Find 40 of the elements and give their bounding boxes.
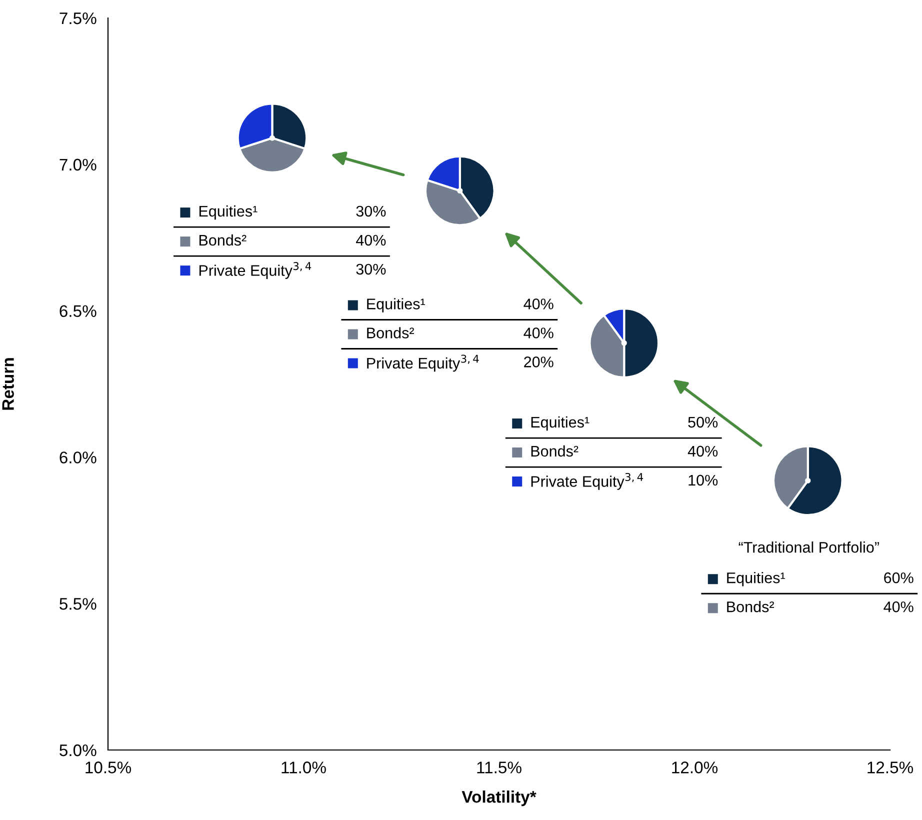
data-label: 30% (356, 206, 386, 217)
x-tick-label: 12.5% (868, 762, 914, 774)
legend-label: Bonds² (531, 445, 578, 457)
legend-label: Bonds² (367, 327, 414, 338)
data-label: 30% (356, 264, 386, 275)
legend-label: Bonds² (727, 601, 774, 612)
point (457, 188, 463, 194)
y-tick-label: 6.5% (60, 305, 96, 318)
y-tick-label: 7.5% (60, 12, 96, 24)
y-axis-title: Return (2, 358, 14, 410)
legend-label: Private Equity$^{3,4}$ (199, 262, 312, 279)
legend-label: Private Equity$^{3,4}$ (367, 354, 479, 372)
x-tick-label: 11.0% (282, 762, 326, 774)
data-label: 60% (884, 572, 914, 584)
y-tick-label: 7.0% (60, 158, 96, 171)
data-label: 40% (524, 328, 554, 338)
legend-label: Equities¹ (531, 416, 590, 431)
y-tick-label: 5.5% (60, 598, 96, 610)
data-label: 40% (356, 234, 386, 246)
x-tick-label: 11.5% (477, 762, 522, 774)
y-tick-label: 6.0% (60, 452, 96, 464)
legend-label: Equities¹ (727, 572, 785, 586)
data-label: 50% (688, 416, 718, 428)
legend-label: Equities¹ (367, 298, 426, 312)
data-label: 40% (688, 446, 718, 457)
text: “Traditional Portfolio” (738, 542, 879, 553)
point (621, 340, 627, 346)
legend-label: Private Equity$^{3,4}$ (531, 472, 644, 490)
data-label: 20% (524, 356, 554, 368)
point (805, 478, 811, 484)
data-label: 10% (688, 474, 718, 486)
x-axis-title: Volatility* (462, 790, 536, 806)
y-tick-label: 5.0% (60, 744, 96, 756)
point (269, 135, 275, 141)
data-label: 40% (884, 601, 914, 612)
data-label: 40% (524, 298, 554, 310)
legend-label: Bonds² (199, 234, 246, 246)
legend-label: Equities¹ (199, 205, 258, 220)
x-tick-label: 10.5% (86, 762, 132, 774)
x-tick-label: 12.0% (672, 762, 718, 774)
